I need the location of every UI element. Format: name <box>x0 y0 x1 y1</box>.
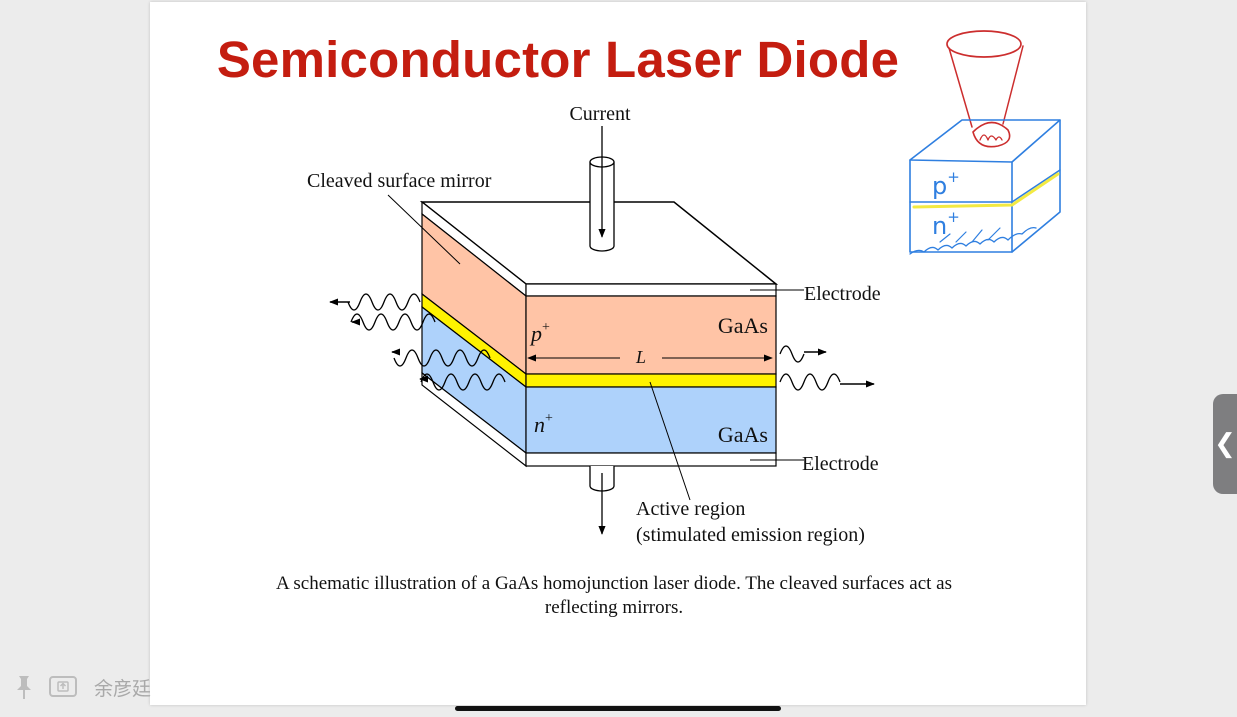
p-label: p+ <box>529 320 550 346</box>
electrode-bottom-label: Electrode <box>802 453 879 475</box>
mirror-pointer <box>387 194 461 265</box>
gaas-bottom-label: GaAs <box>718 422 768 447</box>
screen-share-icon[interactable] <box>48 675 78 699</box>
sidebar-toggle-button[interactable]: ❮ <box>1213 394 1237 494</box>
bottom-lead <box>589 466 615 535</box>
n-label: n+ <box>534 411 553 437</box>
slide-title: Semiconductor Laser Diode <box>216 31 900 88</box>
caption-line-1: A schematic illustration of a GaAs homoj… <box>275 573 953 594</box>
active-region-sublabel: (stimulated emission region) <box>636 524 865 546</box>
current-label: Current <box>569 103 631 125</box>
active-region-label: Active region <box>636 498 745 520</box>
front-bottom-electrode <box>525 452 777 467</box>
emission-waves-left <box>347 293 506 391</box>
front-top-electrode <box>525 283 777 297</box>
gaas-top-label: GaAs <box>718 313 768 338</box>
laser-diode-diagram: Current Cleaved surface mirror Electrode… <box>307 30 1061 546</box>
home-indicator[interactable] <box>455 706 781 711</box>
user-name: 余彦廷 <box>94 677 152 700</box>
mirror-label: Cleaved surface mirror <box>307 170 492 192</box>
sketch-p-label: p+ <box>932 168 960 200</box>
active-pointer <box>649 381 691 501</box>
bottom-toolbar: 余彦廷 <box>14 672 151 702</box>
sketch-n-label: n+ <box>932 208 960 240</box>
pin-icon[interactable] <box>14 674 34 700</box>
chevron-left-icon: ❮ <box>1214 429 1236 459</box>
current-lead <box>589 126 615 252</box>
handwritten-sketch: p+ n+ <box>909 30 1061 255</box>
emission-waves-right <box>779 345 841 391</box>
slide: Semiconductor Laser Diode <box>150 2 1086 705</box>
electrode-top-label: Electrode <box>804 283 881 305</box>
caption-line-2: reflecting mirrors. <box>544 597 684 618</box>
length-label: L <box>635 347 646 367</box>
figure-caption: A schematic illustration of a GaAs homoj… <box>210 572 1018 620</box>
